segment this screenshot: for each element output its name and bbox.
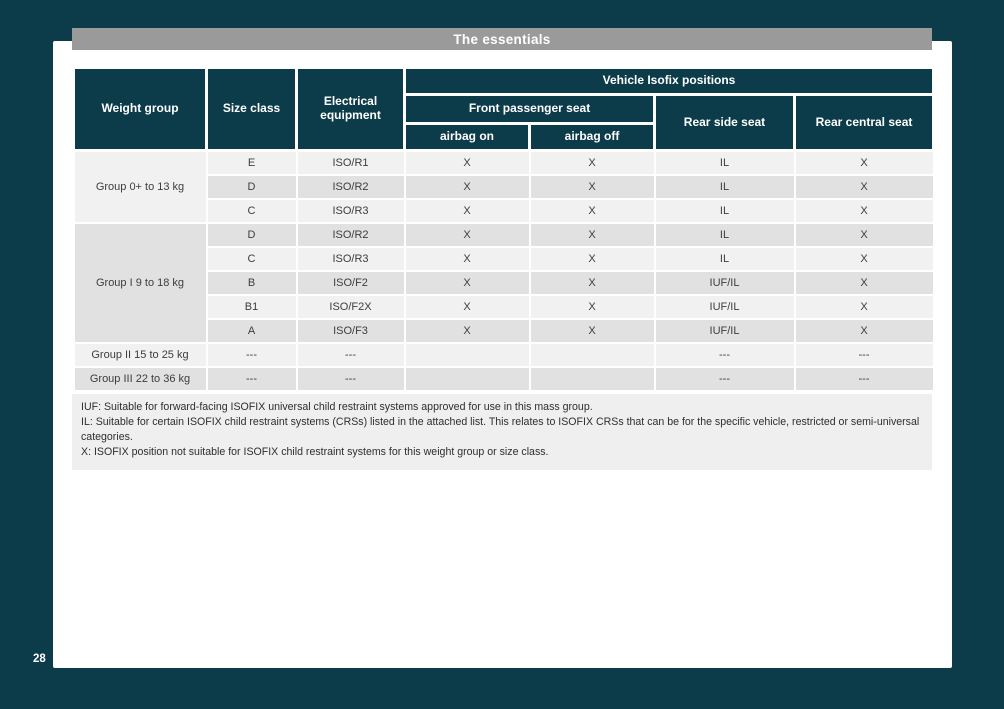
table-cell: X <box>403 221 531 248</box>
table-cell: C <box>205 197 298 224</box>
header-rear-side-seat: Rear side seat <box>653 93 796 152</box>
table-cell: X <box>403 149 531 176</box>
table-cell: ISO/R2 <box>295 173 406 200</box>
table-row: C ISO/R3 X X IL X <box>74 197 935 224</box>
table-cell <box>403 365 531 392</box>
table-cell: X <box>403 293 531 320</box>
table-cell: X <box>528 221 656 248</box>
table-cell: --- <box>205 365 298 392</box>
table-cell: IL <box>653 149 796 176</box>
table-cell: IUF/IL <box>653 269 796 296</box>
header-row-middle: Front passenger seat Rear side seat Rear… <box>74 93 936 152</box>
footnote-iuf: IUF: Suitable for forward-facing ISOFIX … <box>81 400 593 413</box>
table-cell: X <box>528 173 656 200</box>
header-row-bottom: airbag on airbag off <box>74 122 934 152</box>
table-cell: --- <box>653 341 796 368</box>
table-cell: --- <box>295 365 406 392</box>
table-row: Group I 9 to 18 kg D ISO/R2 X X IL X <box>72 221 935 344</box>
table-cell <box>528 365 656 392</box>
table-row: Group 0+ to 13 kg E ISO/R1 X X IL X <box>72 149 935 224</box>
header-row-top: Weight group Size class Electrical equip… <box>72 66 936 152</box>
table-cell: X <box>793 173 935 200</box>
table-cell: D <box>205 221 298 248</box>
table-cell: IL <box>653 197 796 224</box>
isofix-table-area: Weight group Size class Electrical equip… <box>72 66 936 470</box>
table-cell: IL <box>653 245 796 272</box>
table-cell: ISO/R3 <box>295 197 406 224</box>
table-row: Group II 15 to 25 kg --- --- --- --- <box>72 341 935 368</box>
table-cell: X <box>793 197 935 224</box>
section-title: The essentials <box>453 31 551 47</box>
footnotes-block: IUF: Suitable for forward-facing ISOFIX … <box>72 393 932 470</box>
table-header: Weight group Size class Electrical equip… <box>72 66 936 152</box>
table-cell: X <box>793 221 935 248</box>
table-cell: X <box>403 197 531 224</box>
table-cell: X <box>528 293 656 320</box>
header-weight-group: Weight group <box>72 66 208 152</box>
header-front-passenger-seat: Front passenger seat <box>403 93 656 125</box>
table-cell: ISO/F3 <box>295 317 406 344</box>
table-cell: --- <box>653 365 796 392</box>
table-cell: IUF/IL <box>653 293 796 320</box>
table-cell: X <box>528 269 656 296</box>
table-row: D ISO/R2 X X IL X <box>74 173 935 200</box>
table-cell: --- <box>793 341 935 368</box>
table-cell: A <box>205 317 298 344</box>
weight-group-cell: Group 0+ to 13 kg <box>72 149 208 224</box>
footnote-x: X: ISOFIX position not suitable for ISOF… <box>81 446 549 459</box>
table-cell: ISO/F2X <box>295 293 406 320</box>
table-cell: X <box>528 197 656 224</box>
footnote-il: IL: Suitable for certain ISOFIX child re… <box>81 415 920 443</box>
header-vehicle-isofix-positions: Vehicle Isofix positions <box>402 66 936 96</box>
header-size-class: Size class <box>205 66 298 152</box>
table-cell <box>528 341 656 368</box>
table-cell: X <box>528 149 656 176</box>
table-row: A ISO/F3 X X IUF/IL X <box>74 317 935 344</box>
table-cell: B <box>205 269 298 296</box>
table-cell: X <box>793 245 935 272</box>
table-cell: C <box>205 245 298 272</box>
table-cell: --- <box>205 341 298 368</box>
table-cell: X <box>528 245 656 272</box>
weight-group-cell: Group I 9 to 18 kg <box>72 221 208 344</box>
table-cell: --- <box>793 365 935 392</box>
isofix-positions-table: Weight group Size class Electrical equip… <box>72 66 936 392</box>
table-cell: B1 <box>205 293 298 320</box>
table-cell: ISO/R1 <box>295 149 406 176</box>
table-row: Group III 22 to 36 kg --- --- --- --- <box>72 365 935 392</box>
header-electrical-equipment: Electrical equipment <box>295 66 406 152</box>
table-row: B ISO/F2 X X IUF/IL X <box>74 269 935 296</box>
table-row: B1 ISO/F2X X X IUF/IL X <box>74 293 935 320</box>
table-cell: IL <box>653 221 796 248</box>
section-title-bar: The essentials <box>72 28 932 50</box>
table-cell: X <box>793 317 935 344</box>
weight-group-cell: Group III 22 to 36 kg <box>72 365 208 392</box>
table-cell <box>403 341 531 368</box>
table-cell: X <box>403 173 531 200</box>
header-airbag-on: airbag on <box>403 122 531 152</box>
table-cell: X <box>403 317 531 344</box>
header-airbag-off: airbag off <box>528 122 656 152</box>
table-body: Group 0+ to 13 kg E ISO/R1 X X IL X D IS… <box>72 149 935 392</box>
table-cell: X <box>403 245 531 272</box>
table-cell: ISO/R3 <box>295 245 406 272</box>
table-cell: ISO/F2 <box>295 269 406 296</box>
weight-group-cell: Group II 15 to 25 kg <box>72 341 208 368</box>
table-cell: X <box>793 149 935 176</box>
table-cell: X <box>528 317 656 344</box>
table-cell: X <box>793 293 935 320</box>
table-cell: D <box>205 173 298 200</box>
table-cell: IL <box>653 173 796 200</box>
table-cell: IUF/IL <box>653 317 796 344</box>
table-cell: ISO/R2 <box>295 221 406 248</box>
header-rear-central-seat: Rear central seat <box>792 93 936 152</box>
table-row: C ISO/R3 X X IL X <box>74 245 935 272</box>
table-cell: X <box>793 269 935 296</box>
page-number: 28 <box>33 653 46 665</box>
table-cell: X <box>403 269 531 296</box>
table-cell: E <box>205 149 298 176</box>
table-cell: --- <box>295 341 406 368</box>
